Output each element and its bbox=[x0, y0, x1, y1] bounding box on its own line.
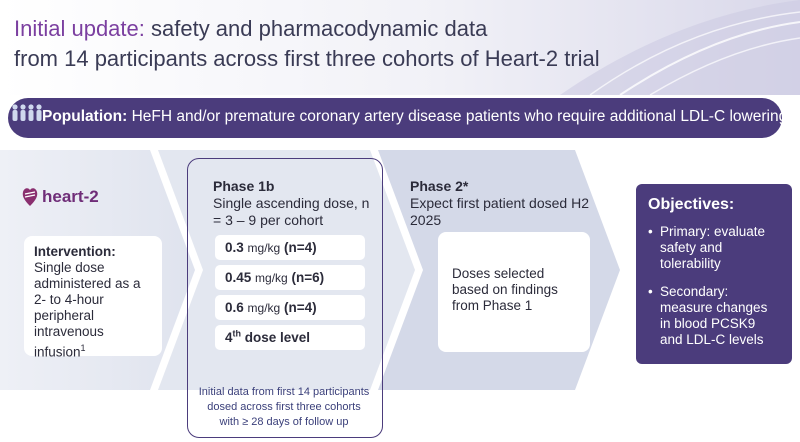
intervention-box: Intervention: Single dose administered a… bbox=[24, 236, 162, 360]
population-text: Population: HeFH and/or premature corona… bbox=[42, 108, 787, 126]
dose-amount: 0.45 bbox=[225, 270, 252, 285]
dose-level-2: 0.45 mg/kg (n=6) bbox=[215, 265, 365, 290]
header-background bbox=[0, 0, 800, 95]
phase2-box: Doses selected based on findings from Ph… bbox=[438, 232, 590, 352]
dose-amount: 0.3 bbox=[225, 240, 244, 255]
dose-unit: mg/kg bbox=[247, 241, 281, 255]
title-rest: safety and pharmacodynamic data bbox=[151, 16, 488, 41]
objectives-title: Objectives: bbox=[648, 196, 735, 213]
population-description: HeFH and/or premature coronary artery di… bbox=[131, 108, 788, 125]
title-accent: Initial update: bbox=[14, 16, 145, 41]
dose-unit: mg/kg bbox=[255, 271, 288, 285]
dose-n: (n=4) bbox=[284, 300, 317, 315]
objective-primary: Primary: evaluate safety and tolerabilit… bbox=[648, 224, 780, 272]
phase1-title: Phase 1b bbox=[213, 178, 275, 194]
dose-n: (n=6) bbox=[291, 270, 325, 285]
phase1-subtitle: Single ascending dose, n = 3 – 9 per coh… bbox=[213, 195, 370, 228]
intervention-body: Single dose administered as a 2- to 4-ho… bbox=[34, 260, 141, 360]
dose-level-label: dose level bbox=[241, 330, 311, 345]
heart-2-logo: heart-2 bbox=[22, 186, 99, 208]
dose-level-3: 0.6 mg/kg (n=4) bbox=[215, 295, 365, 320]
objectives-list: Primary: evaluate safety and tolerabilit… bbox=[648, 224, 780, 348]
dose-level-ordinal: th bbox=[232, 328, 242, 339]
dose-unit: mg/kg bbox=[247, 301, 281, 315]
heart-logo-icon bbox=[22, 188, 38, 206]
dose-level-number: 4 bbox=[225, 330, 233, 345]
page-title: Initial update: safety and pharmacodynam… bbox=[14, 14, 714, 74]
phase2-box-text: Doses selected based on findings from Ph… bbox=[452, 266, 558, 313]
objective-secondary: Secondary: measure changes in blood PCSK… bbox=[648, 284, 780, 348]
objectives-box: Objectives: Primary: evaluate safety and… bbox=[636, 184, 792, 364]
population-label: Population: bbox=[42, 108, 128, 125]
dose-amount: 0.6 bbox=[225, 300, 244, 315]
phase2-title: Phase 2* bbox=[410, 178, 469, 194]
dose-level-4: 4th dose level bbox=[215, 325, 365, 350]
title-line-2: from 14 participants across first three … bbox=[14, 46, 600, 71]
phase1-note: Initial data from first 14 participants … bbox=[198, 386, 370, 428]
logo-text: heart-2 bbox=[42, 187, 99, 206]
population-bar: Population: HeFH and/or premature corona… bbox=[8, 98, 787, 138]
intervention-heading: Intervention: bbox=[34, 244, 116, 259]
phase2-title-block: Phase 2* Expect first patient dosed H2 2… bbox=[410, 178, 590, 229]
intervention-footnote: 1 bbox=[80, 343, 86, 353]
phase1-outline bbox=[187, 158, 383, 438]
phase2-subtitle: Expect first patient dosed H2 2025 bbox=[410, 195, 589, 228]
dose-n: (n=4) bbox=[284, 240, 317, 255]
phase1-title-block: Phase 1b Single ascending dose, n = 3 – … bbox=[213, 178, 381, 229]
dose-level-1: 0.3 mg/kg (n=4) bbox=[215, 235, 365, 260]
people-icon bbox=[12, 104, 42, 121]
